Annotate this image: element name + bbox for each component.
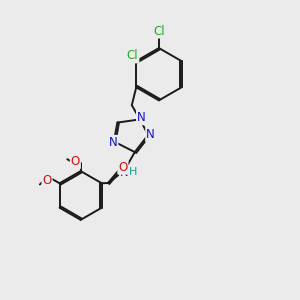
Text: Cl: Cl	[153, 25, 165, 38]
Text: O: O	[118, 161, 128, 174]
Text: Cl: Cl	[127, 50, 138, 62]
Text: N: N	[120, 166, 129, 179]
Text: N: N	[146, 128, 155, 141]
Text: N: N	[137, 111, 146, 124]
Text: N: N	[109, 136, 118, 149]
Text: O: O	[71, 155, 80, 168]
Text: O: O	[42, 174, 52, 187]
Text: H: H	[128, 167, 137, 177]
